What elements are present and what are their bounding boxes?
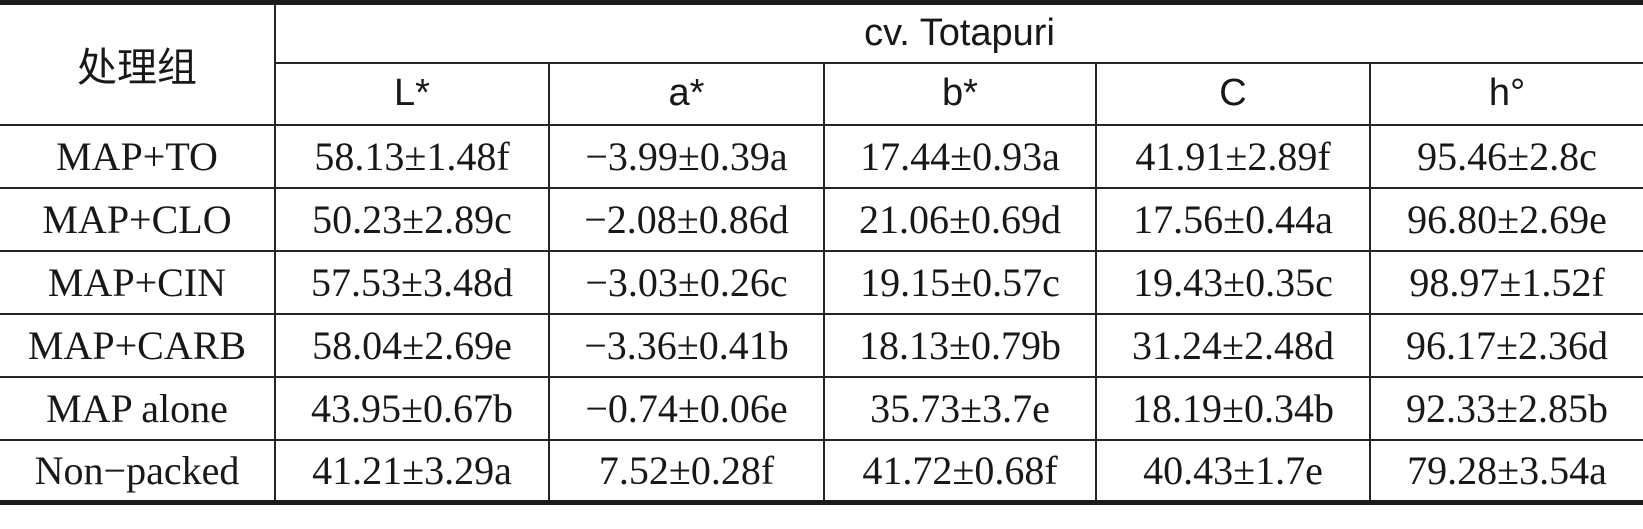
treatment-label: MAP+CARB: [0, 312, 276, 378]
value-cell: 58.04±2.69e: [274, 312, 550, 378]
value-cell: −3.36±0.41b: [548, 312, 825, 378]
value-cell: 18.13±0.79b: [823, 312, 1097, 378]
value-cell: −3.99±0.39a: [548, 123, 825, 189]
value-cell: 41.21±3.29a: [274, 438, 550, 504]
treatment-group-header: 处理组: [0, 1, 276, 126]
value-cell: −2.08±0.86d: [548, 186, 825, 252]
table-row: MAP+CLO 50.23±2.89c −2.08±0.86d 21.06±0.69d…: [0, 186, 1643, 252]
value-cell: 17.44±0.93a: [823, 123, 1097, 189]
value-cell: 43.95±0.67b: [274, 375, 550, 441]
value-cell: 50.23±2.89c: [274, 186, 550, 252]
value-cell: 98.97±1.52f: [1368, 249, 1643, 315]
value-cell: 21.06±0.69d: [823, 186, 1097, 252]
value-cell: −0.74±0.06e: [548, 375, 825, 441]
value-cell: 18.19±0.34b: [1095, 375, 1371, 441]
value-cell: 95.46±2.8c: [1368, 123, 1643, 189]
table-header: 处理组 cv. Totapuri L* a* b* C h°: [0, 1, 1643, 126]
value-cell: 41.72±0.68f: [823, 438, 1097, 504]
treatment-label: MAP+CLO: [0, 186, 276, 252]
table-row: MAP+TO 58.13±1.48f −3.99±0.39a 17.44±0.93a 4…: [0, 123, 1643, 189]
treatment-label: Non−packed: [0, 438, 276, 504]
table-body: MAP+TO 58.13±1.48f −3.99±0.39a 17.44±0.93a 4…: [0, 123, 1643, 504]
column-header-row: L* a* b* C h°: [0, 61, 1643, 126]
group-header-row: 处理组 cv. Totapuri: [0, 1, 1643, 126]
value-cell: 19.15±0.57c: [823, 249, 1097, 315]
table-row: MAP+CARB 58.04±2.69e −3.36±0.41b 18.13±0.79…: [0, 312, 1643, 378]
value-cell: 17.56±0.44a: [1095, 186, 1371, 252]
value-cell: 58.13±1.48f: [274, 123, 550, 189]
value-cell: 57.53±3.48d: [274, 249, 550, 315]
column-header-bstar: b*: [823, 61, 1097, 126]
treatment-label: MAP+TO: [0, 123, 276, 189]
table-row: Non−packed 41.21±3.29a 7.52±0.28f 41.72±0.6…: [0, 438, 1643, 504]
table-row: MAP alone 43.95±0.67b −0.74±0.06e 35.73±3.7…: [0, 375, 1643, 441]
value-cell: 41.91±2.89f: [1095, 123, 1371, 189]
column-header-lstar: L*: [275, 61, 550, 126]
value-cell: 7.52±0.28f: [548, 438, 825, 504]
value-cell: 19.43±0.35c: [1095, 249, 1371, 315]
treatment-label: MAP+CIN: [0, 249, 276, 315]
treatment-label: MAP alone: [0, 375, 276, 441]
value-cell: 79.28±3.54a: [1368, 438, 1643, 504]
value-cell: −3.03±0.26c: [548, 249, 825, 315]
value-cell: 31.24±2.48d: [1095, 312, 1371, 378]
cultivar-group-header: cv. Totapuri: [273, 1, 1643, 64]
column-header-hue: h°: [1368, 61, 1643, 126]
value-cell: 40.43±1.7e: [1095, 438, 1371, 504]
value-cell: 96.80±2.69e: [1368, 186, 1643, 252]
table-row: MAP+CIN 57.53±3.48d −3.03±0.26c 19.15±0.57c…: [0, 249, 1643, 315]
column-header-chroma: C: [1095, 61, 1371, 126]
color-measurement-table: 处理组 cv. Totapuri L* a* b* C h° MAP+TO 58.…: [0, 0, 1643, 505]
value-cell: 92.33±2.85b: [1368, 375, 1643, 441]
column-header-astar: a*: [548, 61, 825, 126]
value-cell: 96.17±2.36d: [1368, 312, 1643, 378]
value-cell: 35.73±3.7e: [823, 375, 1097, 441]
